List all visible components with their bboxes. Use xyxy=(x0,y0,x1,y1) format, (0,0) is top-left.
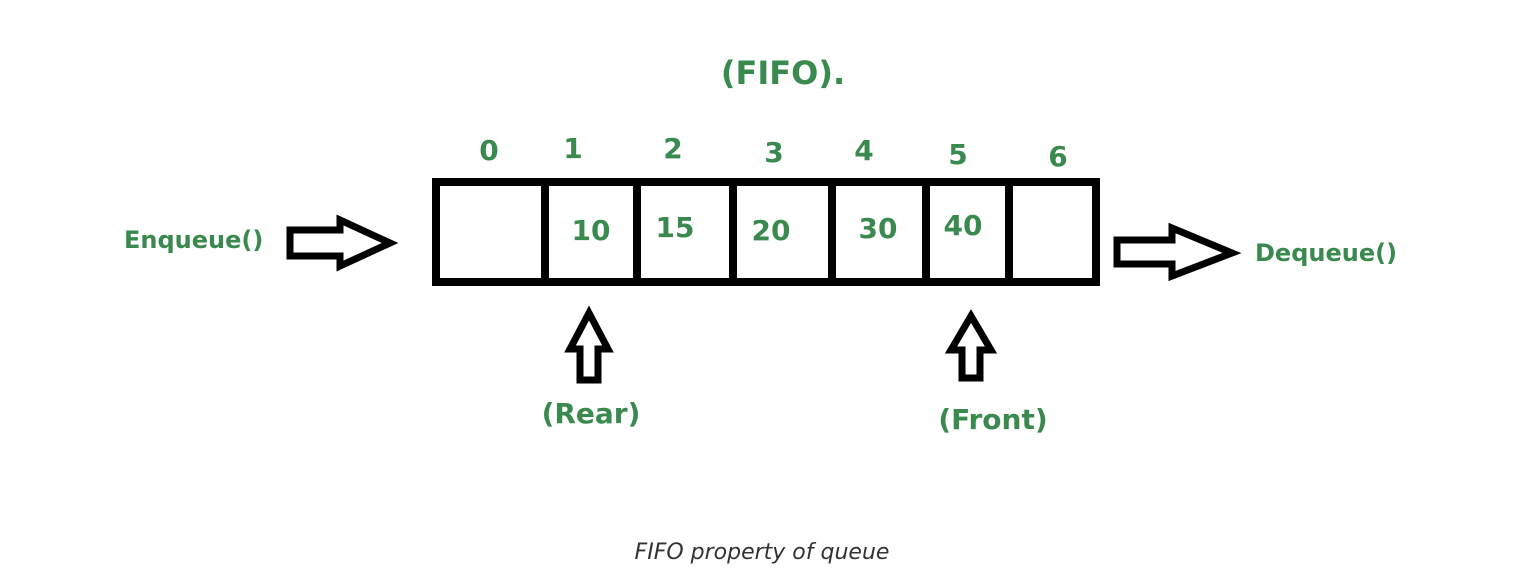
index-label: 2 xyxy=(663,132,682,165)
diagram-title: (FIFO). xyxy=(721,54,845,92)
index-label: 5 xyxy=(948,138,967,171)
cell-value: 15 xyxy=(656,211,695,244)
queue-array xyxy=(432,178,1100,286)
queue-cell xyxy=(432,178,1100,286)
front-pointer-arrow-icon xyxy=(944,309,998,382)
index-label: 0 xyxy=(479,134,498,167)
rear-pointer-arrow-icon xyxy=(564,305,614,384)
cell-value: 10 xyxy=(572,214,611,247)
index-label: 4 xyxy=(854,134,873,167)
index-label: 3 xyxy=(764,136,783,169)
cell-value: 20 xyxy=(752,214,791,247)
dequeue-arrow-icon xyxy=(1113,222,1242,282)
enqueue-label: Enqueue() xyxy=(124,226,263,254)
cell-value: 40 xyxy=(944,209,983,242)
rear-label: (Rear) xyxy=(542,397,641,430)
index-labels: 0 1 2 3 4 5 6 xyxy=(479,132,1067,173)
cell-value: 30 xyxy=(859,212,898,245)
index-label: 1 xyxy=(563,132,582,165)
dequeue-label: Dequeue() xyxy=(1255,239,1397,267)
cell-values: 10 15 20 30 40 xyxy=(572,209,983,247)
front-label: (Front) xyxy=(938,403,1047,436)
enqueue-arrow-icon xyxy=(286,214,399,272)
figure-caption: FIFO property of queue xyxy=(634,540,890,565)
index-label: 6 xyxy=(1048,140,1067,173)
